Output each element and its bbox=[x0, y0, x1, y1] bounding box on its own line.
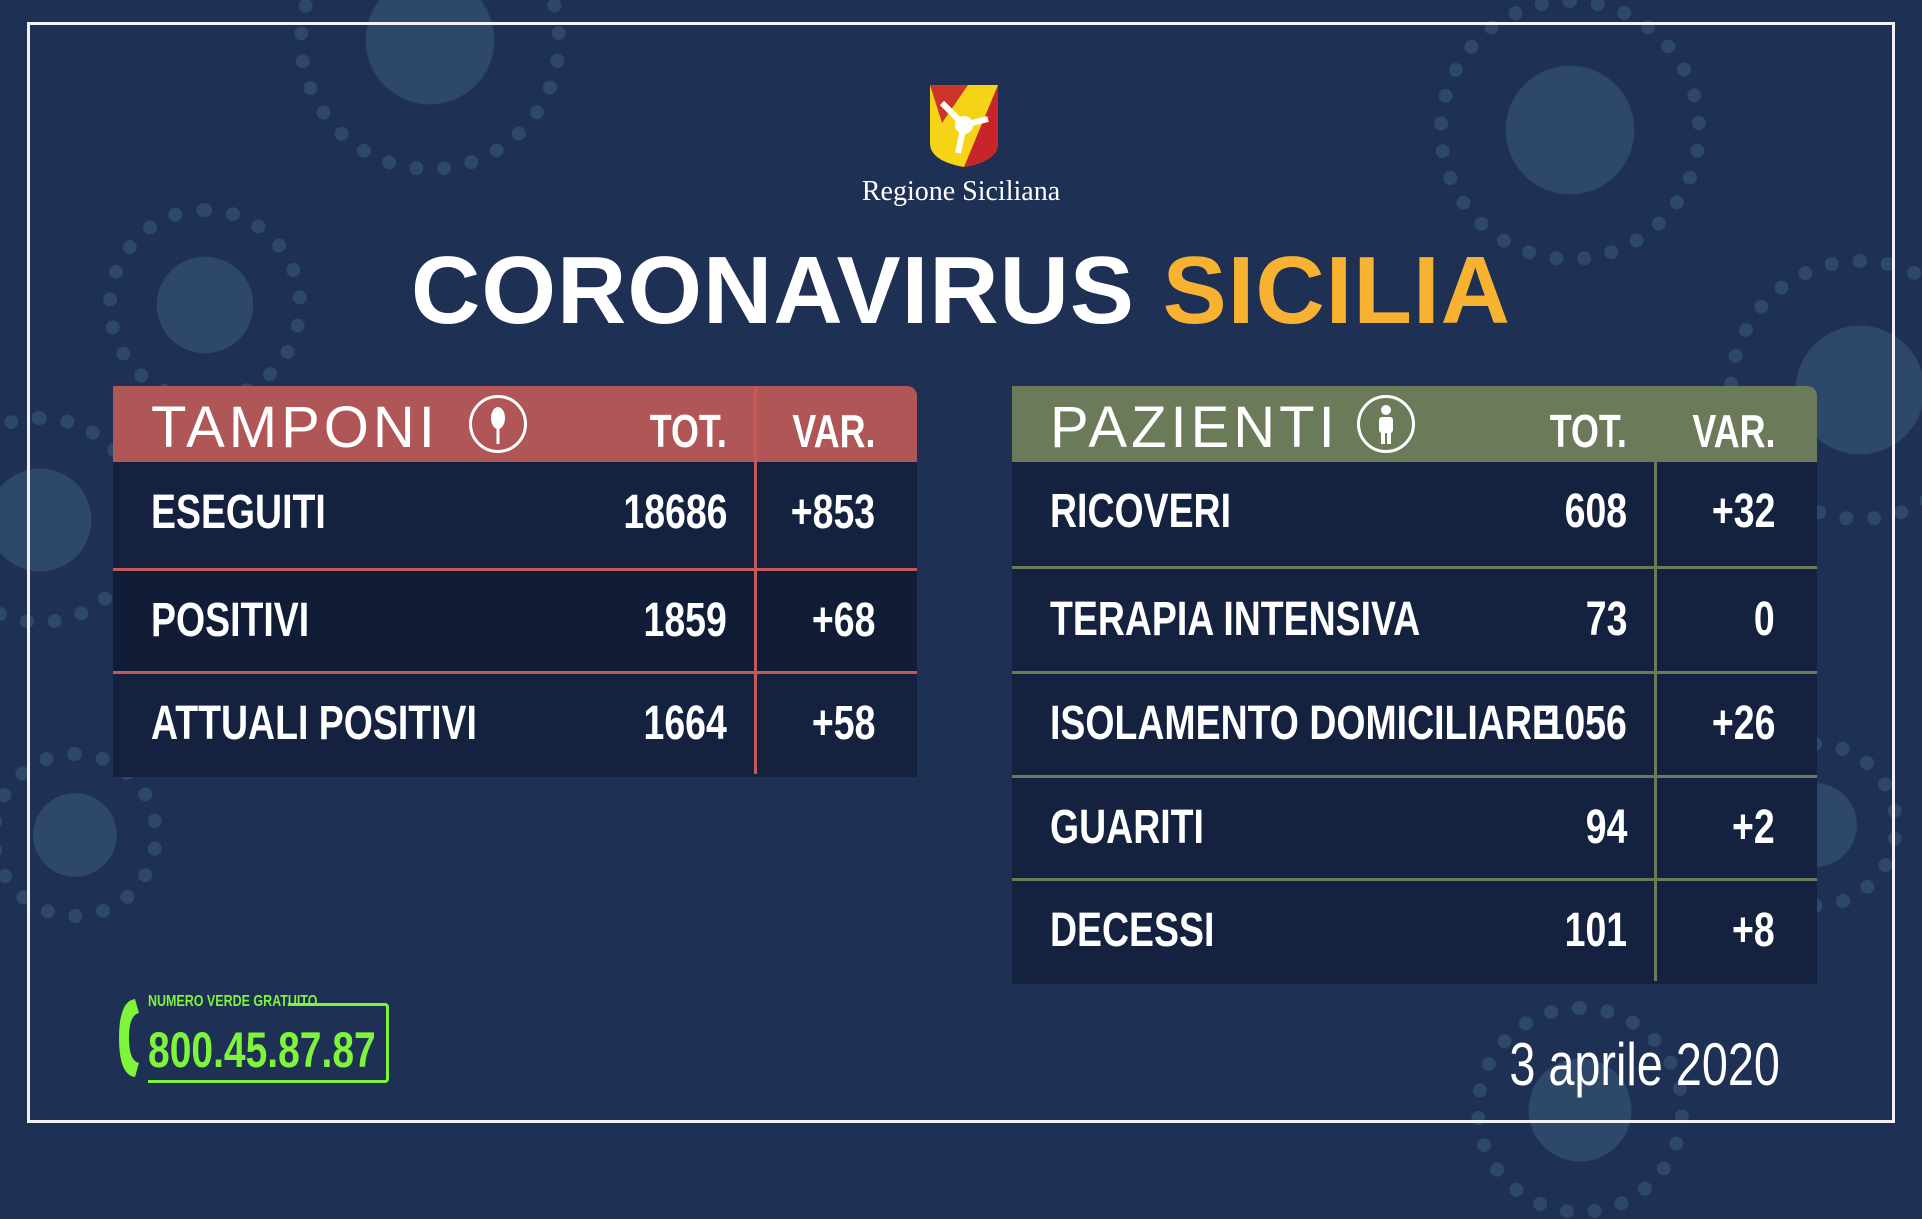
row-total: 1859 bbox=[643, 593, 727, 647]
pazienti-table: PAZIENTI TOT. VAR. RICOVERI 608 +32 TERAPIA… bbox=[1012, 386, 1817, 984]
row-total: 18686 bbox=[622, 486, 727, 539]
report-date: 3 aprile 2020 bbox=[1509, 1031, 1780, 1098]
person-icon bbox=[1357, 395, 1415, 453]
row-variation: +8 bbox=[1732, 903, 1775, 957]
region-name: Regione Siciliana bbox=[861, 176, 1061, 207]
table-row: RICOVERI 608 +32 bbox=[1012, 462, 1817, 566]
row-label: POSITIVI bbox=[151, 593, 310, 647]
row-label: ISOLAMENTO DOMICILIARE bbox=[1050, 697, 1557, 750]
swab-icon bbox=[469, 395, 527, 453]
row-label: ATTUALI POSITIVI bbox=[151, 696, 477, 750]
row-label: ESEGUITI bbox=[151, 486, 326, 539]
row-total: 1056 bbox=[1543, 697, 1627, 750]
row-variation: +2 bbox=[1732, 800, 1775, 854]
table-row: ESEGUITI 18686 +853 bbox=[113, 462, 917, 568]
table-row: ATTUALI POSITIVI 1664 +58 bbox=[113, 671, 917, 777]
col-var: VAR. bbox=[791, 405, 875, 457]
row-total: 73 bbox=[1585, 592, 1627, 646]
page-title: CORONAVIRUS SICILIA bbox=[0, 236, 1922, 346]
row-label: DECESSI bbox=[1050, 903, 1215, 957]
row-total: 608 bbox=[1564, 485, 1627, 538]
row-label: GUARITI bbox=[1050, 800, 1204, 854]
col-tot: TOT. bbox=[1549, 405, 1627, 457]
column-divider bbox=[754, 386, 757, 774]
title-coronavirus: CORONAVIRUS bbox=[411, 237, 1135, 344]
col-tot: TOT. bbox=[649, 405, 727, 457]
tamponi-table: TAMPONI TOT. VAR. ESEGUITI 18686 +853 POSIT… bbox=[113, 386, 917, 777]
regione-siciliana-logo bbox=[930, 85, 998, 167]
tamponi-title: TAMPONI bbox=[151, 395, 439, 460]
table-row: POSITIVI 1859 +68 bbox=[113, 568, 917, 674]
pazienti-header: PAZIENTI TOT. VAR. bbox=[1012, 386, 1817, 462]
row-total: 94 bbox=[1585, 800, 1627, 854]
row-variation: +58 bbox=[811, 696, 875, 750]
tamponi-header: TAMPONI TOT. VAR. bbox=[113, 386, 917, 462]
white-frame bbox=[27, 22, 1895, 1123]
row-variation: +853 bbox=[790, 486, 875, 539]
col-var: VAR. bbox=[1691, 405, 1775, 457]
row-variation: +68 bbox=[811, 593, 875, 647]
table-row: GUARITI 94 +2 bbox=[1012, 775, 1817, 881]
row-total: 101 bbox=[1564, 903, 1627, 957]
row-label: TERAPIA INTENSIVA bbox=[1050, 592, 1421, 646]
row-total: 1664 bbox=[643, 696, 727, 750]
pazienti-title: PAZIENTI bbox=[1050, 395, 1339, 460]
hotline-number: 800.45.87.87 bbox=[148, 1022, 376, 1078]
row-variation: +26 bbox=[1711, 697, 1775, 750]
row-variation: +32 bbox=[1711, 485, 1775, 538]
table-row: TERAPIA INTENSIVA 73 0 bbox=[1012, 566, 1817, 674]
phone-icon bbox=[119, 999, 139, 1077]
column-divider bbox=[1654, 386, 1657, 981]
row-variation: 0 bbox=[1754, 592, 1775, 646]
row-label: RICOVERI bbox=[1050, 485, 1231, 538]
hotline-badge[interactable]: NUMERO VERDE GRATUITO 800.45.87.87 bbox=[113, 993, 393, 1083]
hotline-caption: NUMERO VERDE GRATUITO bbox=[148, 993, 318, 1010]
table-row: DECESSI 101 +8 bbox=[1012, 878, 1817, 984]
table-row: ISOLAMENTO DOMICILIARE 1056 +26 bbox=[1012, 671, 1817, 778]
title-sicilia: SICILIA bbox=[1162, 237, 1511, 344]
